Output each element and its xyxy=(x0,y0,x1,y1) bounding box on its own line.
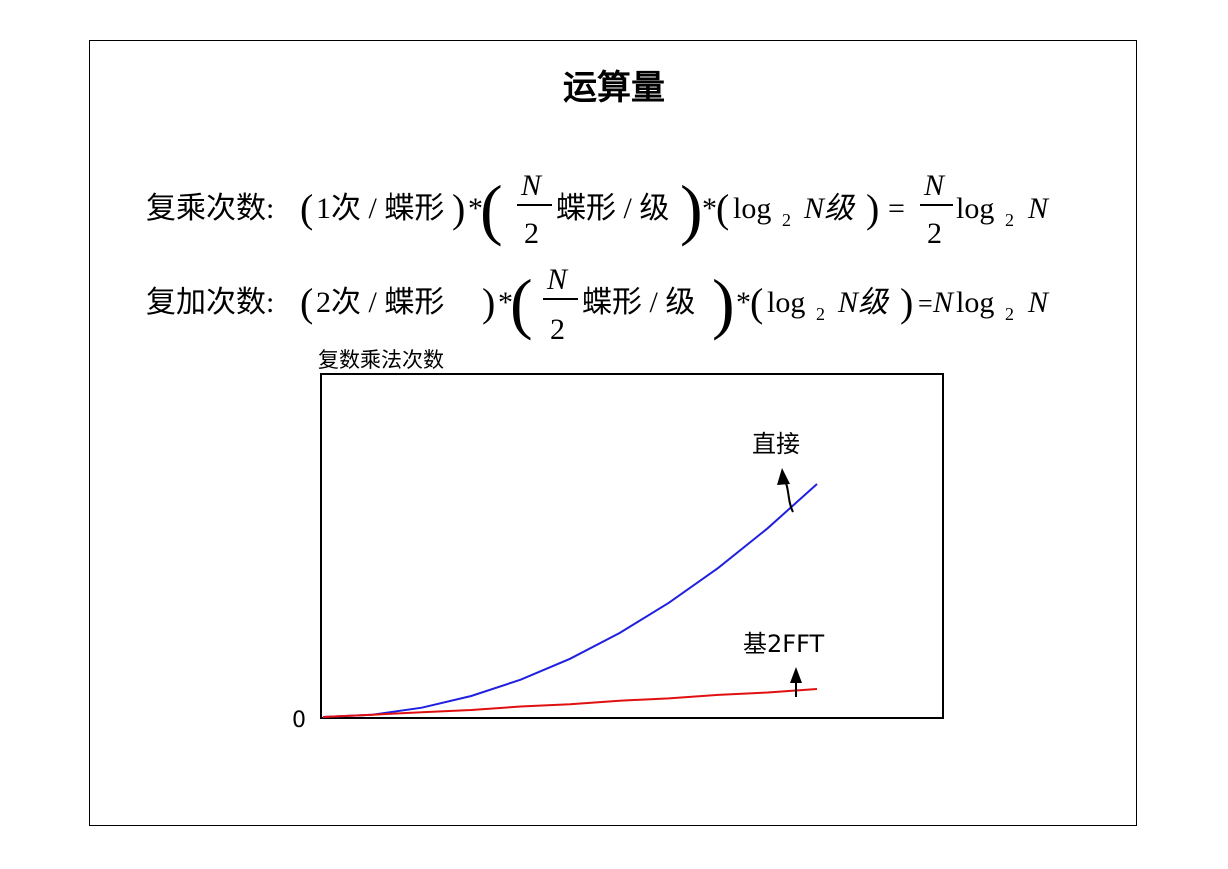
mult-paren-close-3: ) xyxy=(866,186,879,231)
add-label: 复加次数: xyxy=(146,286,274,319)
add-res-log: log xyxy=(956,286,994,319)
chart-y-label: 复数乘法次数 xyxy=(318,348,444,372)
add-res-log-base: 2 xyxy=(1005,304,1014,324)
mult-log: log xyxy=(733,192,771,225)
chart-series-layer xyxy=(322,483,818,718)
add-term-2: 蝶形 / 级 xyxy=(582,286,695,319)
mult-term-2: 蝶形 / 级 xyxy=(556,192,669,225)
series-line-direct xyxy=(322,483,818,718)
add-frac-num: N xyxy=(546,263,569,296)
fft-annotation: 基2FFT xyxy=(743,630,824,658)
mult-label: 复乘次数: xyxy=(146,192,274,225)
add-equals: = xyxy=(918,289,933,318)
mult-log-base: 2 xyxy=(782,210,791,230)
mult-res-den: 2 xyxy=(927,217,942,250)
add-paren-open-2: ( xyxy=(510,265,533,341)
add-paren-open-3: ( xyxy=(750,280,763,325)
add-star-1: * xyxy=(498,286,513,319)
mult-frac-den: 2 xyxy=(524,217,539,250)
mult-paren-open-2: ( xyxy=(480,171,503,247)
mult-paren-close-2: ) xyxy=(680,171,703,247)
mult-star-1: * xyxy=(468,192,483,225)
mult-res-num: N xyxy=(923,169,946,202)
add-frac-den: 2 xyxy=(550,313,565,346)
mult-frac-num: N xyxy=(520,169,543,202)
add-paren-close-2: ) xyxy=(712,265,735,341)
mult-term-1: 1次 / 蝶形 xyxy=(316,192,444,225)
mult-res-log-base: 2 xyxy=(1005,210,1014,230)
add-stage: N级 xyxy=(837,286,890,319)
slide-title: 运算量 xyxy=(563,68,665,108)
formula-multiplications: 复乘次数: ( 1次 / 蝶形 ) * ( N 2 蝶形 / 级 ) * ( l… xyxy=(146,169,1050,250)
mult-paren-open-1: ( xyxy=(300,186,313,231)
add-res-n2: N xyxy=(1027,286,1050,319)
add-star-2: * xyxy=(736,286,751,319)
add-paren-close-3: ) xyxy=(900,280,913,325)
mult-star-2: * xyxy=(702,192,717,225)
direct-arrow-head-icon xyxy=(777,468,790,485)
complexity-chart: 复数乘法次数 0 直接 基2FFT xyxy=(292,348,944,733)
formula-additions: 复加次数: ( 2次 / 蝶形 ) * ( N 2 蝶形 / 级 ) * ( l… xyxy=(146,263,1050,346)
add-term-1: 2次 / 蝶形 xyxy=(316,286,444,319)
chart-origin-label: 0 xyxy=(292,708,306,733)
chart-plot-area xyxy=(320,373,944,719)
fft-arrow-head-icon xyxy=(790,667,802,683)
add-res-n: N xyxy=(932,286,955,319)
mult-stage: N级 xyxy=(803,192,856,225)
direct-annotation: 直接 xyxy=(752,430,800,458)
mult-res-n: N xyxy=(1027,192,1050,225)
add-paren-close-1: ) xyxy=(482,280,495,325)
mult-paren-open-3: ( xyxy=(716,186,729,231)
add-log-base: 2 xyxy=(816,304,825,324)
series-line-fft xyxy=(322,688,818,718)
slide-frame xyxy=(89,40,1137,826)
mult-equals: = xyxy=(888,192,905,225)
add-log: log xyxy=(767,286,805,319)
add-paren-open-1: ( xyxy=(300,280,313,325)
mult-paren-close-1: ) xyxy=(452,186,465,231)
mult-res-log: log xyxy=(956,192,994,225)
